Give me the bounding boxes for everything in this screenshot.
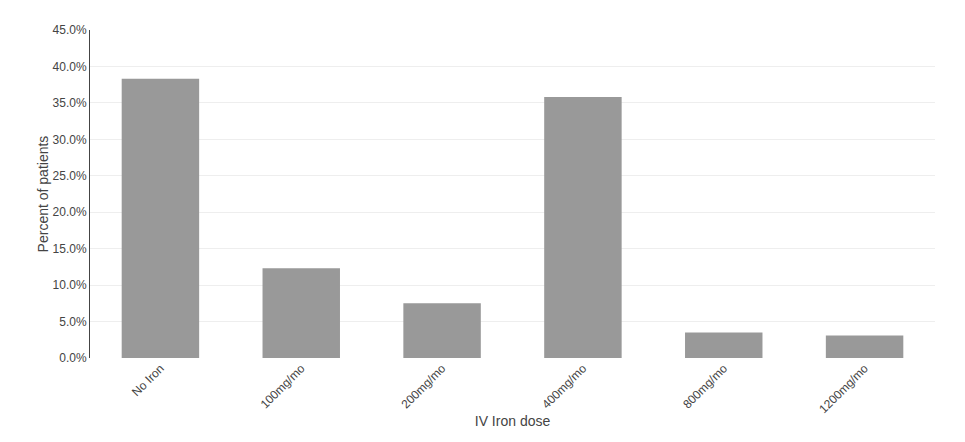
svg-text:Percent of patients: Percent of patients xyxy=(35,136,51,253)
svg-text:1200mg/mo: 1200mg/mo xyxy=(816,361,871,416)
svg-text:35.0%: 35.0% xyxy=(53,96,87,110)
svg-text:IV Iron dose: IV Iron dose xyxy=(475,413,551,429)
svg-text:15.0%: 15.0% xyxy=(53,242,87,256)
svg-text:45.0%: 45.0% xyxy=(53,23,87,37)
svg-text:20.0%: 20.0% xyxy=(53,205,87,219)
svg-text:40.0%: 40.0% xyxy=(53,60,87,74)
svg-text:5.0%: 5.0% xyxy=(59,315,87,329)
svg-text:10.0%: 10.0% xyxy=(53,278,87,292)
svg-text:400mg/mo: 400mg/mo xyxy=(539,361,589,411)
svg-text:30.0%: 30.0% xyxy=(53,133,87,147)
svg-text:0.0%: 0.0% xyxy=(59,351,87,365)
svg-text:No Iron: No Iron xyxy=(129,361,167,399)
svg-text:100mg/mo: 100mg/mo xyxy=(258,361,308,411)
svg-text:800mg/mo: 800mg/mo xyxy=(680,361,730,411)
svg-text:200mg/mo: 200mg/mo xyxy=(398,361,448,411)
svg-text:25.0%: 25.0% xyxy=(53,169,87,183)
